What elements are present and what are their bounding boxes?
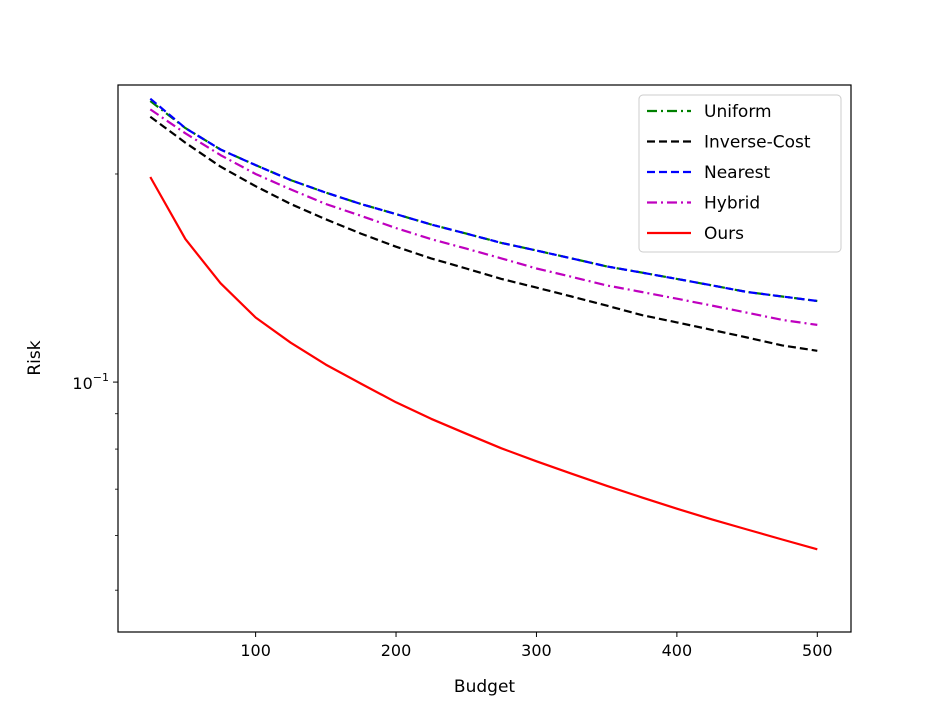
legend-label-inverse-cost: Inverse-Cost [704,133,811,153]
series-layer [149,97,818,551]
x-tick-label: 200 [381,641,412,660]
series-line-nearest [149,97,818,303]
legend-label-ours: Ours [704,224,744,244]
legend-label-hybrid: Hybrid [704,194,760,214]
x-axis: 100 200 300 400 500 [240,632,833,660]
x-tick-label: 400 [662,641,693,660]
legend: Uniform Inverse-Cost Nearest Hybrid Ours [638,94,842,253]
y-axis-label: Risk [25,340,45,375]
plot-frame [117,84,852,633]
x-tick-label: 300 [521,641,552,660]
y-tick-label: 10−1 [72,371,109,393]
x-tick-label: 100 [240,641,271,660]
legend-label-uniform: Uniform [704,102,772,122]
legend-frame [638,94,842,253]
x-axis-label: Budget [454,677,515,697]
x-tick-label: 500 [802,641,833,660]
series-line-ours [149,176,818,551]
series-line-hybrid [149,108,818,326]
y-axis: 10−1 [72,173,118,591]
legend-label-nearest: Nearest [704,163,771,183]
series-line-inverse-cost [149,115,818,352]
